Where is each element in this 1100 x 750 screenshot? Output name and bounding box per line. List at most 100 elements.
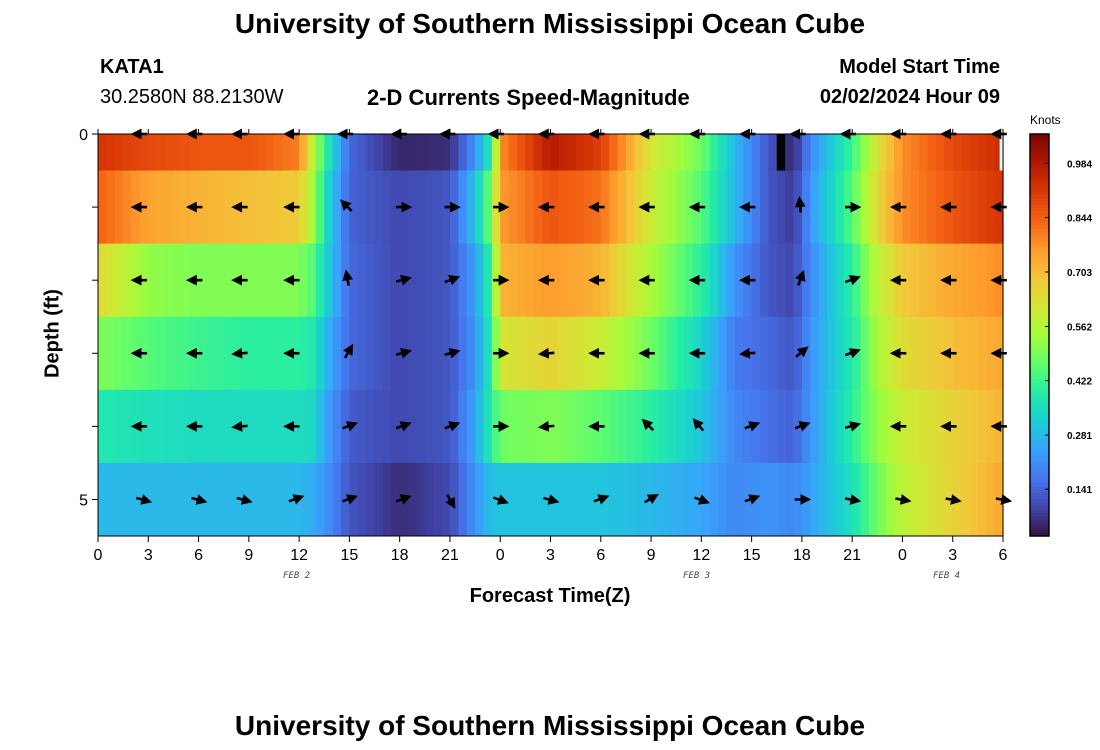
heatmap-cell xyxy=(919,134,929,171)
current-vector-arrow xyxy=(641,418,655,432)
heatmap-cell xyxy=(759,243,769,318)
heatmap-cell xyxy=(508,462,518,537)
colorbar-swatch xyxy=(1030,251,1049,256)
heatmap-cell xyxy=(106,134,116,171)
heatmap-cell xyxy=(357,170,367,245)
heatmap-cell xyxy=(508,243,518,318)
heatmap-cell xyxy=(818,389,828,464)
heatmap-cell xyxy=(785,243,795,318)
heatmap-cell xyxy=(198,170,208,245)
heatmap-cell xyxy=(265,462,275,537)
heatmap-cell xyxy=(609,134,619,171)
heatmap-cell xyxy=(684,389,694,464)
x-tick-label: 12 xyxy=(290,547,308,564)
heatmap-cell xyxy=(374,389,384,464)
heatmap-cell xyxy=(181,170,191,245)
colorbar-swatch xyxy=(1030,214,1049,219)
heatmap-cell xyxy=(701,243,711,318)
heatmap-cell xyxy=(165,243,175,318)
heatmap-cell xyxy=(818,243,828,318)
model-start-time: 02/02/2024 Hour 09 xyxy=(819,86,1000,108)
heatmap-cell xyxy=(910,134,920,171)
heatmap-cell xyxy=(651,170,661,245)
heatmap-cell xyxy=(659,462,669,537)
x-tick-label: 0 xyxy=(94,547,103,564)
heatmap-cell xyxy=(651,462,661,537)
colorbar-swatch xyxy=(1030,482,1049,487)
date-label-feb3: FEB 3 xyxy=(683,571,711,581)
heatmap-cell xyxy=(525,389,535,464)
x-tick-label: 9 xyxy=(244,547,253,564)
colorbar-swatch xyxy=(1030,335,1049,339)
heatmap-cell xyxy=(801,243,811,318)
x-tick-label: 9 xyxy=(647,547,656,564)
heatmap-cell xyxy=(810,389,820,464)
heatmap-cell xyxy=(567,170,577,245)
heatmap-cell xyxy=(315,170,325,245)
heatmap-cell xyxy=(165,462,175,537)
colorbar-tick-label: 0.281 xyxy=(1067,431,1092,442)
heatmap-cell xyxy=(584,389,593,464)
current-vector-arrow xyxy=(343,343,354,359)
heatmap-cell xyxy=(475,170,485,245)
x-tick-label: 18 xyxy=(793,547,811,564)
heatmap-cell xyxy=(961,170,971,245)
heatmap-cell xyxy=(969,243,979,318)
heatmap-cell xyxy=(843,134,853,171)
current-vector-arrow xyxy=(744,494,761,505)
heatmap-cell xyxy=(927,170,937,245)
heatmap-cell xyxy=(341,134,350,171)
heatmap-cell xyxy=(173,316,183,391)
heatmap-cell xyxy=(701,170,711,245)
heatmap-cell xyxy=(927,389,937,464)
heatmap-cell xyxy=(156,243,166,318)
heatmap-cell xyxy=(533,389,543,464)
colorbar-swatch xyxy=(1030,194,1049,199)
chart-subtitle: 2-D Currents Speed-Magnitude xyxy=(367,85,690,110)
heatmap-cell xyxy=(483,462,493,537)
heatmap-cell xyxy=(684,134,694,171)
heatmap-cell xyxy=(709,243,719,318)
current-vector-arrow xyxy=(794,196,806,213)
heatmap-cell xyxy=(156,389,166,464)
current-vector-arrow xyxy=(395,421,412,432)
x-tick-label: 0 xyxy=(898,547,907,564)
colorbar-swatch xyxy=(1030,435,1049,440)
heatmap-cell xyxy=(433,170,443,245)
colorbar-swatch xyxy=(1030,137,1049,142)
heatmap-cell xyxy=(357,316,367,391)
heatmap-cell xyxy=(98,316,107,391)
heatmap-cell xyxy=(424,243,434,318)
heatmap-cell xyxy=(961,134,971,171)
heatmap-cell xyxy=(215,316,225,391)
heatmap-cell xyxy=(475,134,485,171)
colorbar-swatch xyxy=(1030,331,1049,336)
heatmap-cell xyxy=(575,316,585,391)
current-vector-arrow xyxy=(739,347,756,359)
current-vector-arrow xyxy=(537,347,555,359)
heatmap-cell xyxy=(617,389,627,464)
heatmap-cell xyxy=(617,462,627,537)
colorbar-swatch xyxy=(1030,361,1049,366)
heatmap-cell xyxy=(299,243,309,318)
heatmap-cell xyxy=(299,462,309,537)
heatmap-cell xyxy=(768,134,778,171)
heatmap-cell xyxy=(165,316,175,391)
heatmap-cell xyxy=(441,134,451,171)
heatmap-cell xyxy=(265,389,275,464)
heatmap-cell xyxy=(516,462,526,537)
colorbar-swatch xyxy=(1030,368,1049,373)
colorbar-swatch xyxy=(1030,180,1049,185)
heatmap-cell xyxy=(525,462,535,537)
heatmap-cell xyxy=(877,462,887,537)
heatmap-cell xyxy=(910,243,920,318)
heatmap-cell xyxy=(718,462,728,537)
heatmap-cell xyxy=(123,462,133,537)
heatmap-cell xyxy=(835,462,845,537)
heatmap-cell xyxy=(315,316,325,391)
heatmap-cell xyxy=(810,462,820,537)
colorbar-swatch xyxy=(1030,197,1049,202)
colorbar-swatch xyxy=(1030,157,1049,162)
x-tick-label: 6 xyxy=(999,547,1008,564)
heatmap-cell xyxy=(273,243,283,318)
